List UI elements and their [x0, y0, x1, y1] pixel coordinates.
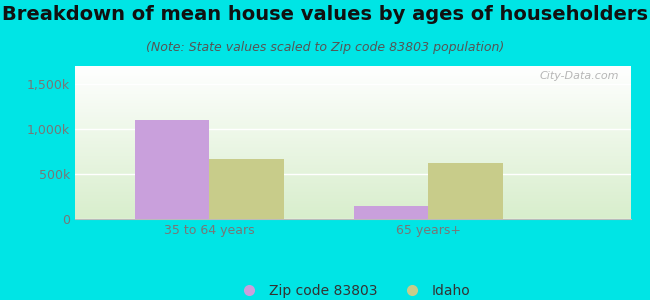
Bar — [354, 206, 428, 219]
Bar — [428, 163, 502, 219]
Text: Breakdown of mean house values by ages of householders: Breakdown of mean house values by ages o… — [2, 4, 648, 23]
Legend: Zip code 83803, Idaho: Zip code 83803, Idaho — [229, 279, 476, 300]
Bar — [135, 120, 209, 219]
Bar — [209, 159, 283, 219]
Text: City-Data.com: City-Data.com — [540, 70, 619, 81]
Text: (Note: State values scaled to Zip code 83803 population): (Note: State values scaled to Zip code 8… — [146, 40, 504, 53]
